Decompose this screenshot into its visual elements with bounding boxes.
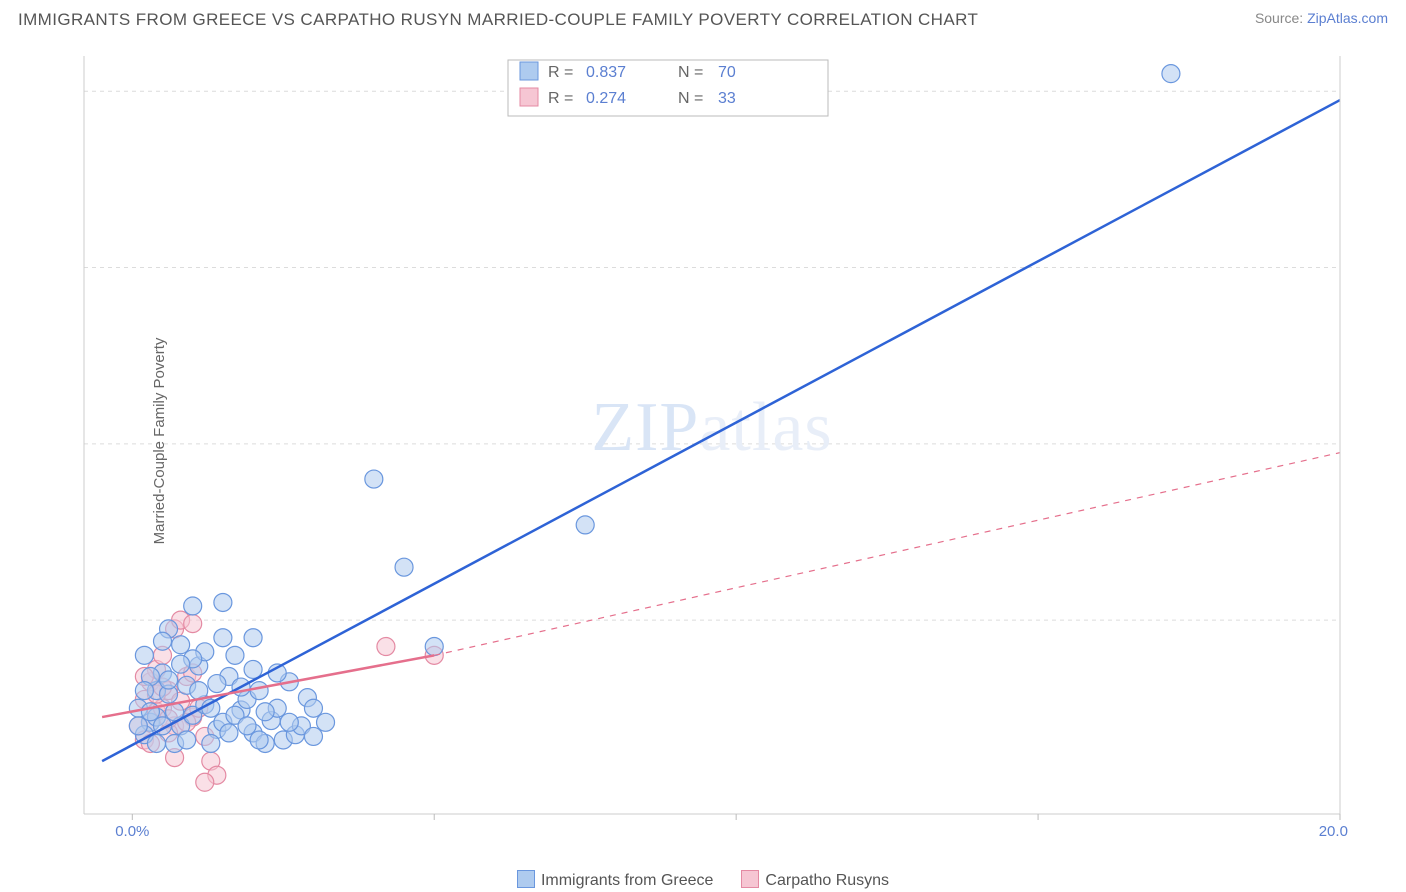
data-point <box>256 703 274 721</box>
data-point <box>214 593 232 611</box>
data-point <box>1162 65 1180 83</box>
data-point <box>365 470 383 488</box>
legend-n-value: 33 <box>718 90 736 107</box>
chart-title: IMMIGRANTS FROM GREECE VS CARPATHO RUSYN… <box>18 10 978 30</box>
legend-swatch <box>741 870 759 888</box>
data-point <box>208 675 226 693</box>
data-point <box>147 734 165 752</box>
data-point <box>250 682 268 700</box>
legend-swatch <box>520 62 538 80</box>
data-point <box>395 558 413 576</box>
data-point <box>202 734 220 752</box>
source-attribution: Source: ZipAtlas.com <box>1255 10 1388 28</box>
data-point <box>160 671 178 689</box>
legend-n-label: N = <box>678 90 703 107</box>
data-point <box>250 731 268 749</box>
scatter-plot-svg: 10.0%20.0%30.0%40.0%ZIPatlas0.0%20.0%R =… <box>48 46 1348 836</box>
data-point <box>280 713 298 731</box>
legend-label: Carpatho Rusyns <box>765 872 889 889</box>
legend-n-value: 70 <box>718 64 736 81</box>
legend-r-label: R = <box>548 64 573 81</box>
data-point <box>172 655 190 673</box>
legend-r-value: 0.274 <box>586 90 626 107</box>
legend-r-label: R = <box>548 90 573 107</box>
data-point <box>425 638 443 656</box>
bottom-legend: Immigrants from Greece Carpatho Rusyns <box>0 870 1406 890</box>
chart-area: Married-Couple Family Poverty 10.0%20.0%… <box>48 46 1348 836</box>
data-point <box>304 727 322 745</box>
data-point <box>576 516 594 534</box>
legend-label: Immigrants from Greece <box>541 872 713 889</box>
data-point <box>135 646 153 664</box>
data-point <box>317 713 335 731</box>
data-point <box>172 636 190 654</box>
data-point <box>304 699 322 717</box>
y-axis-label: Married-Couple Family Poverty <box>151 338 168 545</box>
legend-swatch <box>520 88 538 106</box>
svg-text:0.0%: 0.0% <box>115 823 149 836</box>
source-label: Source: <box>1255 10 1307 26</box>
svg-text:20.0%: 20.0% <box>1319 823 1348 836</box>
data-point <box>154 632 172 650</box>
legend-swatch <box>517 870 535 888</box>
legend-r-value: 0.837 <box>586 64 626 81</box>
legend-item: Immigrants from Greece <box>517 870 713 890</box>
data-point <box>135 682 153 700</box>
data-point <box>141 703 159 721</box>
legend-item: Carpatho Rusyns <box>741 870 889 890</box>
data-point <box>178 731 196 749</box>
legend-n-label: N = <box>678 64 703 81</box>
data-point <box>238 717 256 735</box>
data-point <box>184 597 202 615</box>
data-point <box>214 629 232 647</box>
svg-text:ZIPatlas: ZIPatlas <box>591 389 832 466</box>
data-point <box>220 724 238 742</box>
data-point <box>377 638 395 656</box>
data-point <box>196 773 214 791</box>
data-point <box>244 629 262 647</box>
data-point <box>226 646 244 664</box>
trend-line <box>102 100 1340 761</box>
data-point <box>129 717 147 735</box>
data-point <box>184 615 202 633</box>
source-link[interactable]: ZipAtlas.com <box>1307 10 1388 26</box>
trend-line-extrapolated <box>434 453 1340 656</box>
